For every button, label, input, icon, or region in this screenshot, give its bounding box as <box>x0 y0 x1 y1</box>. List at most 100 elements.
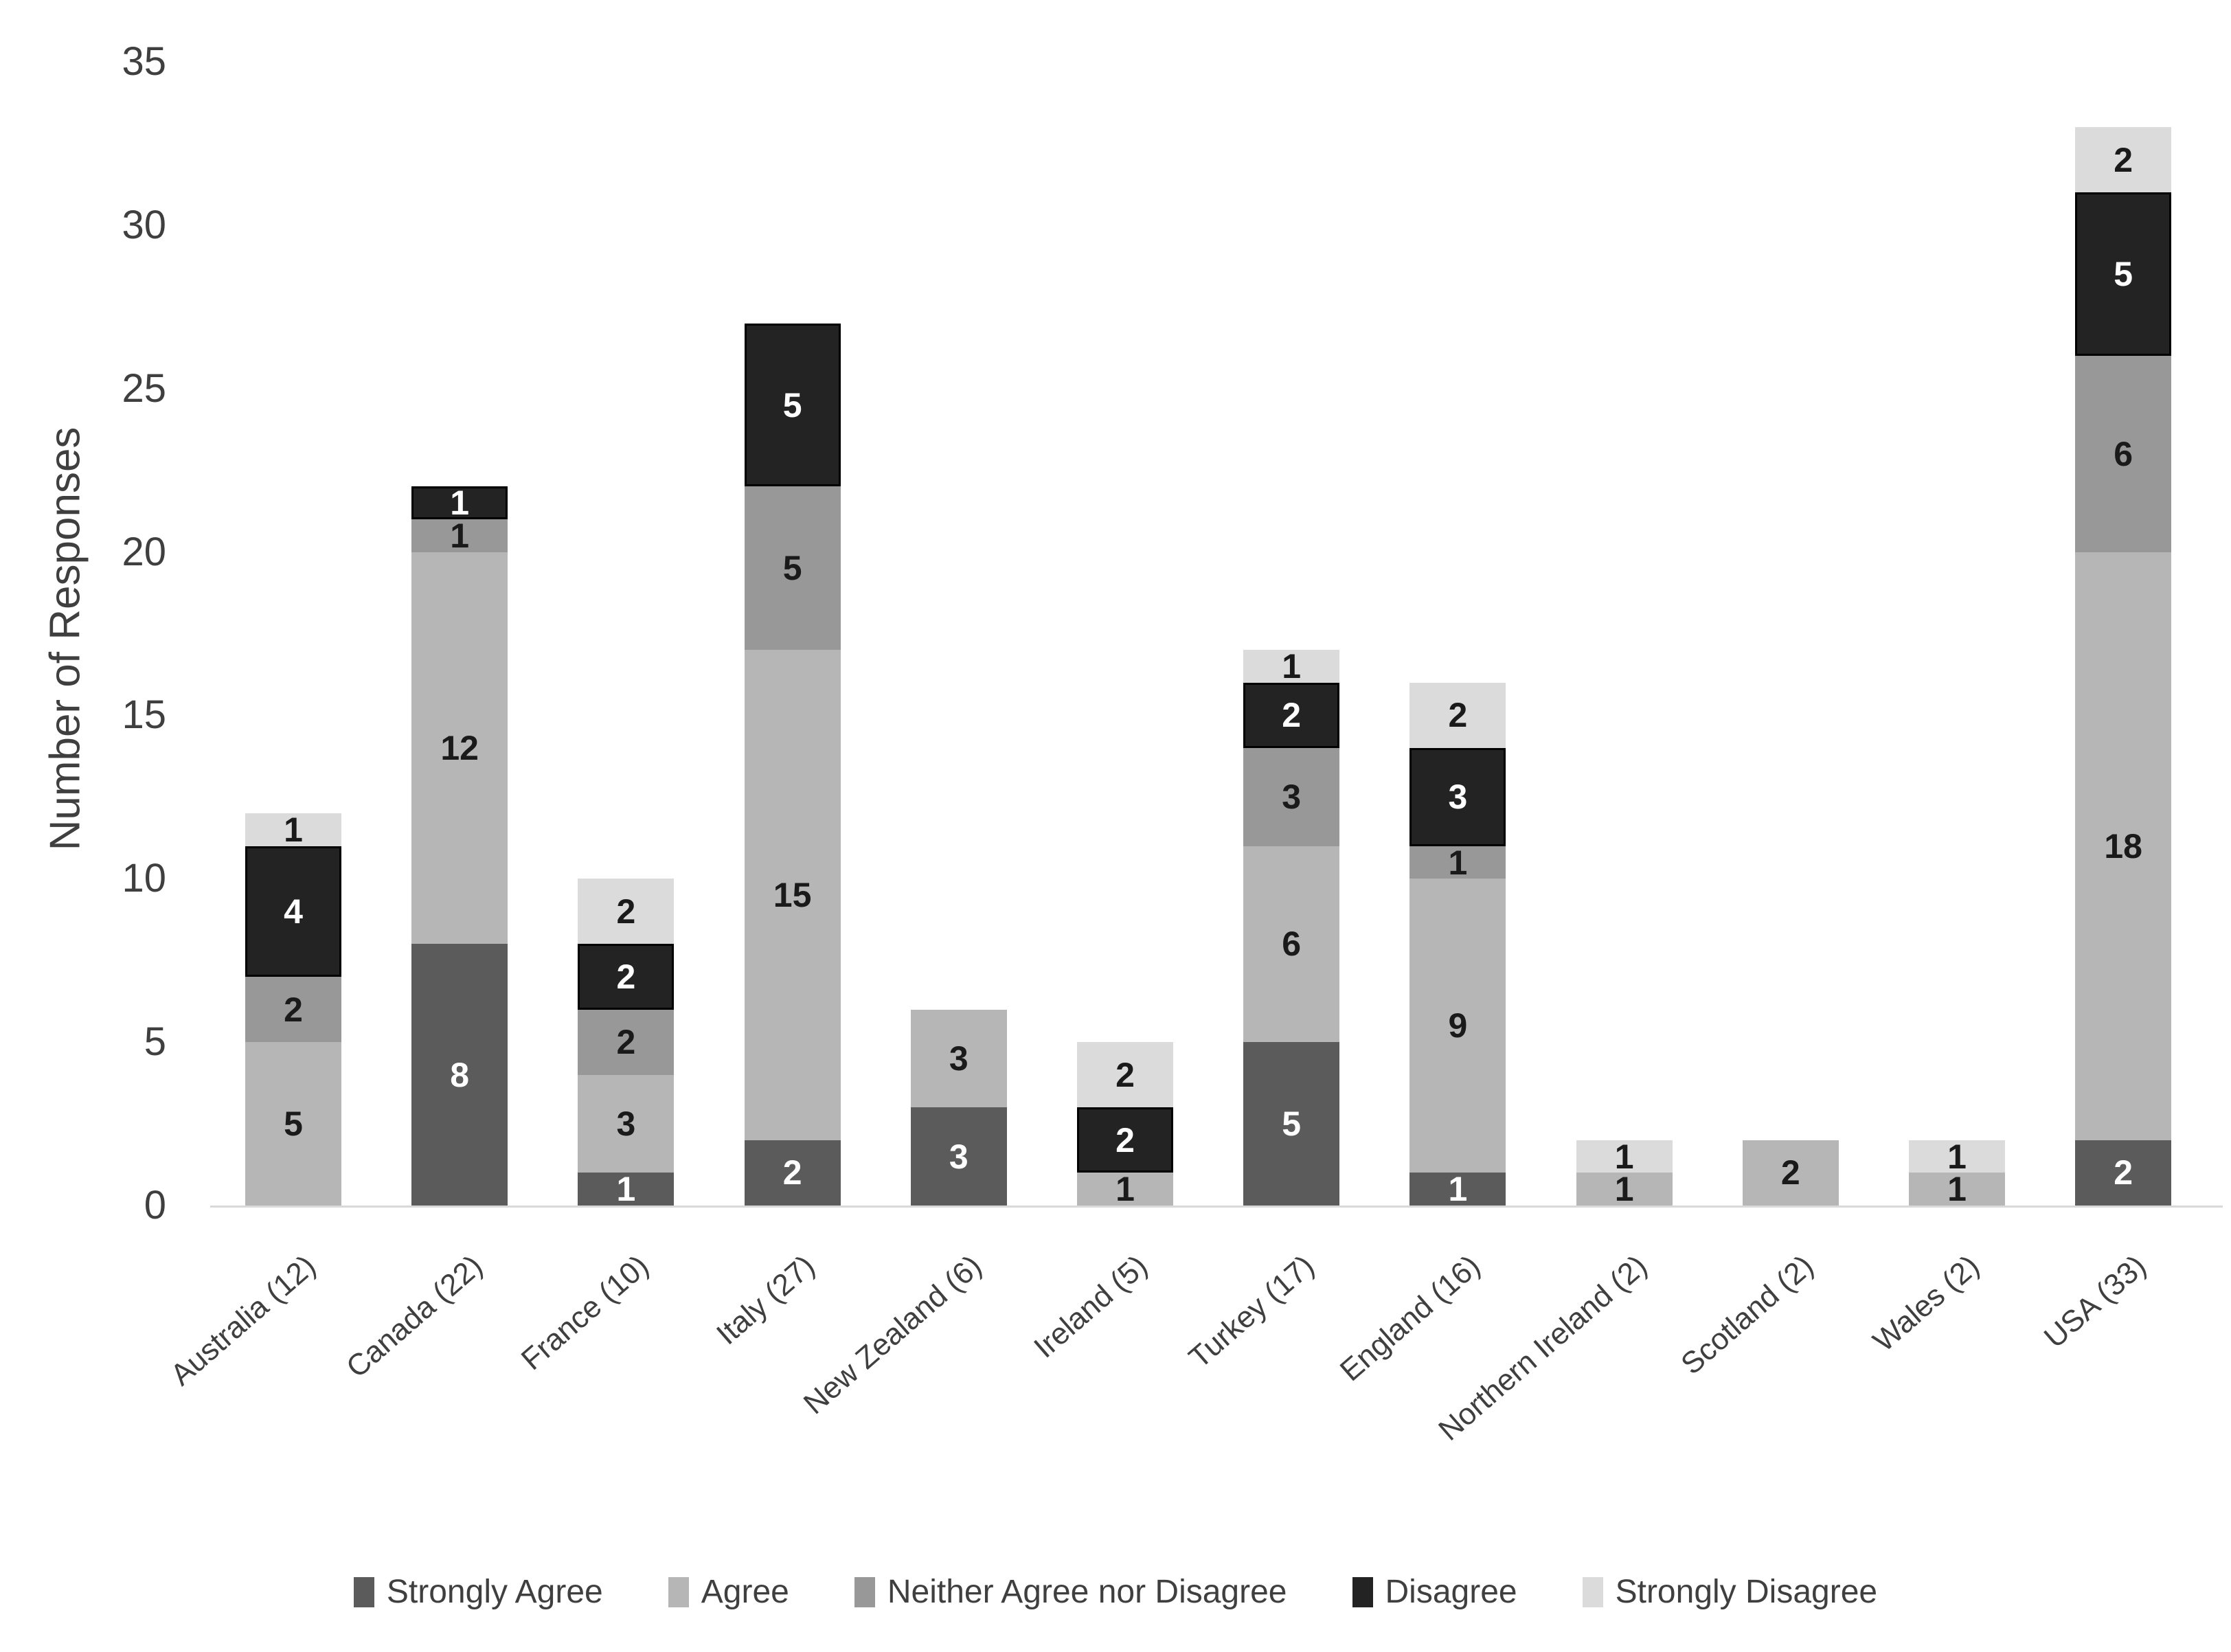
bar-segment-label: 1 <box>284 810 303 849</box>
legend-label: Neither Agree nor Disagree <box>887 1574 1287 1610</box>
bar-segment: 3 <box>1243 748 1340 846</box>
bar-segment-label: 18 <box>2104 826 2142 865</box>
bar-segment: 2 <box>1243 682 1340 749</box>
bar-segment-label: 3 <box>1448 778 1468 817</box>
bar-segment-label: 2 <box>1116 1055 1135 1094</box>
bar-segment: 3 <box>910 1107 1007 1206</box>
x-axis-label: Australia (12) <box>164 1249 323 1392</box>
bar-segment-label: 1 <box>450 484 470 523</box>
x-axis-label: Wales (2) <box>1867 1249 1986 1359</box>
bar-segment-label: 2 <box>1448 696 1468 735</box>
bar-segment: 3 <box>578 1074 675 1173</box>
bar-segment: 1 <box>1409 843 1506 882</box>
y-axis-tick-label: 10 <box>122 856 166 901</box>
bar-segment-label: 4 <box>284 892 303 931</box>
bar-stack: 5 2 4 1 <box>245 813 341 1206</box>
x-axis-label: Turkey (17) <box>1182 1249 1321 1375</box>
bar-segment: 2 <box>1742 1140 1839 1206</box>
legend-label: Strongly Agree <box>386 1574 603 1610</box>
legend-item: Strongly Disagree <box>1582 1573 1878 1611</box>
legend-item: Agree <box>668 1573 789 1611</box>
bar-segment: 15 <box>744 650 841 1140</box>
bar-stack: 2 18 6 5 2 <box>2075 127 2172 1206</box>
x-axis-label: Ireland (5) <box>1028 1249 1155 1365</box>
bar-segment: 2 <box>578 1009 675 1075</box>
bar-segment: 9 <box>1409 879 1506 1173</box>
bar-segment: 5 <box>245 1042 341 1206</box>
bar-segment-label: 2 <box>616 892 636 931</box>
bar-segment: 1 <box>411 484 508 523</box>
x-axis-label: New Zealand (6) <box>797 1249 988 1421</box>
bar-stack: 2 <box>1742 1140 1839 1206</box>
bar-segment: 2 <box>1077 1042 1173 1108</box>
legend-label: Agree <box>701 1574 789 1610</box>
legend-swatch <box>353 1576 374 1607</box>
bar-segment-label: 5 <box>1282 1105 1302 1144</box>
bar-segment: 1 <box>1243 647 1340 686</box>
bar-segment: 1 <box>1576 1137 1673 1176</box>
bar-segment-label: 1 <box>1116 1170 1135 1209</box>
bar-segment-label: 1 <box>1947 1170 1967 1209</box>
bar-segment-label: 6 <box>2114 434 2133 473</box>
legend-item: Neither Agree nor Disagree <box>854 1573 1287 1611</box>
bar-segment: 2 <box>2075 127 2172 193</box>
y-axis-tick-label: 30 <box>122 202 166 247</box>
bar-segment: 12 <box>411 552 508 944</box>
bar-segment: 1 <box>578 1172 675 1206</box>
bar-segment-label: 2 <box>1116 1120 1135 1159</box>
bar-segment-label: 5 <box>284 1105 303 1144</box>
bar-segment: 2 <box>1409 682 1506 749</box>
bar-segment: 2 <box>245 977 341 1043</box>
y-axis-tick-label: 35 <box>122 39 166 84</box>
bar-segment-label: 9 <box>1448 1006 1468 1045</box>
bar-segment: 5 <box>744 323 841 487</box>
bar-segment-label: 1 <box>1282 647 1302 686</box>
bar-segment: 1 <box>1077 1170 1173 1209</box>
bar-segment-label: 15 <box>773 876 812 915</box>
x-axis-label: England (16) <box>1334 1249 1487 1388</box>
y-axis-title: Number of Responses <box>41 427 89 851</box>
bar-segment: 6 <box>1243 846 1340 1043</box>
bar-segment-label: 5 <box>2114 255 2133 294</box>
x-axis-label: USA (33) <box>2037 1249 2153 1355</box>
bar-segment-label: 1 <box>1614 1137 1634 1176</box>
bar-segment-label: 3 <box>949 1039 969 1078</box>
legend-label: Strongly Disagree <box>1615 1574 1878 1610</box>
bar-segment-label: 2 <box>782 1153 802 1192</box>
bar-segment-label: 1 <box>450 516 470 555</box>
bar-segment: 2 <box>578 879 675 944</box>
x-axis-label: France (10) <box>514 1249 655 1377</box>
x-axis-label: Italy (27) <box>710 1249 822 1352</box>
bar-stack: 8 12 1 1 <box>411 486 508 1206</box>
legend: Strongly Agree Agree Neither Agree nor Dis… <box>0 1573 2231 1611</box>
bar-segment: 6 <box>2075 356 2172 552</box>
bar-segment-label: 3 <box>616 1105 636 1144</box>
legend-item: Strongly Agree <box>353 1573 603 1611</box>
bar-stack: 2 15 5 5 <box>744 323 841 1206</box>
bar-segment-label: 5 <box>782 549 802 588</box>
bar-segment-label: 1 <box>1448 843 1468 882</box>
bar-segment-label: 2 <box>1780 1153 1800 1192</box>
bar-segment: 1 <box>1909 1170 2005 1209</box>
bar-segment: 18 <box>2075 552 2172 1140</box>
x-axis-line <box>210 1206 2223 1208</box>
bar-segment-label: 2 <box>2114 1153 2133 1192</box>
bar-segment: 2 <box>744 1140 841 1206</box>
bar-segment: 5 <box>744 486 841 650</box>
bar-segment: 1 <box>245 810 341 849</box>
x-axis-label: Canada (22) <box>339 1249 489 1385</box>
bar-stack: 5 6 3 2 1 <box>1243 647 1340 1206</box>
bar-segment: 1 <box>1909 1140 2005 1174</box>
legend-label: Disagree <box>1385 1574 1517 1610</box>
bar-segment-label: 2 <box>616 958 636 997</box>
y-axis-tick-label: 15 <box>122 692 166 738</box>
legend-swatch <box>668 1576 689 1607</box>
bar-stack: 1 9 1 3 2 <box>1409 682 1506 1206</box>
x-axis-label: Scotland (2) <box>1674 1249 1820 1381</box>
bar-segment-label: 2 <box>284 990 303 1029</box>
bar-segment-label: 8 <box>450 1055 470 1094</box>
y-axis-tick-label: 25 <box>122 365 166 411</box>
bar-segment-label: 2 <box>1282 696 1302 735</box>
